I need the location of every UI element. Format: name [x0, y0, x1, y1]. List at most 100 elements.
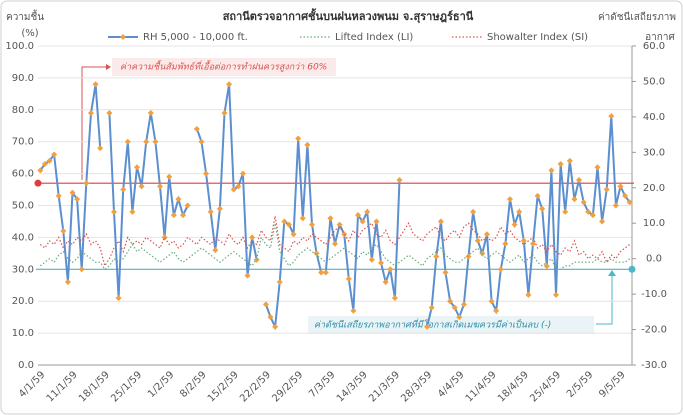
data-point [474, 237, 481, 244]
data-point [368, 256, 375, 263]
data-point [124, 138, 131, 145]
data-point [51, 151, 58, 158]
data-point [322, 269, 329, 276]
data-point [359, 218, 366, 225]
data-point [396, 176, 403, 183]
data-point [539, 205, 546, 212]
data-point [157, 183, 164, 190]
data-point [166, 173, 173, 180]
data-point [152, 138, 159, 145]
data-point [198, 138, 205, 145]
y2-tick-label: 60.0 [643, 41, 665, 52]
data-point [332, 240, 338, 247]
y-tick-label: 60.0 [12, 169, 34, 180]
data-point [272, 323, 279, 330]
data-point [465, 253, 472, 260]
data-point [603, 186, 610, 193]
data-point [78, 266, 85, 273]
data-point [226, 81, 233, 88]
series-line [108, 112, 189, 299]
y2-tick-label: -10.0 [641, 289, 667, 300]
data-point [520, 237, 527, 244]
data-point [97, 145, 104, 152]
data-point [193, 125, 200, 132]
data-point [355, 212, 362, 219]
data-point [161, 234, 168, 241]
data-point [382, 279, 389, 286]
data-point [221, 109, 228, 116]
y-tick-label: 20.0 [12, 296, 34, 307]
annotation: ค่าดัชนีเสถียรภาพอากาศที่มีโอกาสเกิดเมฆค… [314, 318, 551, 331]
y2-tick-label: 30.0 [643, 147, 665, 158]
data-point [612, 202, 619, 209]
y-axis-label: ความชื้น [6, 9, 44, 23]
y-axis-label: (%) [21, 28, 38, 39]
data-point [244, 272, 251, 279]
data-point [493, 307, 500, 314]
data-point [308, 221, 315, 228]
data-point [553, 291, 560, 298]
data-point [391, 295, 398, 302]
data-point [83, 180, 90, 187]
data-point [230, 186, 237, 193]
data-point [203, 170, 210, 177]
chart-title: สถานีตรวจอากาศชั้นบนฝนหลวงพนม จ.สุราษฎร์… [223, 8, 474, 24]
data-point [285, 221, 292, 228]
annotation-arrow [596, 272, 613, 325]
data-point [295, 135, 302, 142]
data-point [143, 138, 150, 145]
data-point [345, 275, 352, 282]
data-point [180, 212, 187, 219]
data-point [442, 269, 449, 276]
data-point [299, 215, 306, 222]
data-point [267, 314, 274, 321]
data-point [138, 183, 145, 190]
data-point [46, 157, 53, 164]
series-line [39, 223, 631, 271]
y-tick-label: 90.0 [12, 73, 34, 84]
legend-marker [120, 34, 126, 40]
series-line [195, 84, 258, 276]
data-point [373, 218, 380, 225]
data-point [516, 208, 523, 215]
data-point [341, 231, 348, 238]
y-tick-label: 70.0 [12, 137, 34, 148]
data-point [387, 266, 394, 273]
annotation: ค่าความชื้นสัมพัทธ์ที่เอื้อต่อการทำฝนควร… [120, 60, 327, 73]
data-point [451, 304, 458, 311]
data-point [239, 170, 246, 177]
data-point [120, 186, 127, 193]
data-point [543, 263, 550, 270]
data-point [622, 192, 629, 199]
y2-tick-label: 10.0 [643, 218, 665, 229]
data-point [235, 183, 242, 190]
y2-tick-label: -30.0 [641, 360, 667, 371]
data-point [626, 199, 633, 206]
data-point [424, 323, 431, 330]
data-point [599, 218, 606, 225]
reference-dot [34, 179, 42, 187]
data-point [64, 279, 71, 286]
data-point [74, 196, 81, 203]
y2-axis-label: อากาศ [645, 32, 675, 43]
data-point [129, 208, 136, 215]
legend-label: Lifted Index (LI) [335, 32, 413, 43]
data-point [534, 192, 541, 199]
data-point [327, 215, 334, 222]
y-tick-label: 100.0 [5, 41, 34, 52]
y-tick-label: 0.0 [18, 360, 34, 371]
data-point [617, 183, 624, 190]
data-point [511, 221, 518, 228]
annotation-box [112, 58, 336, 76]
data-point [37, 167, 44, 174]
data-point [608, 113, 615, 120]
data-point [502, 240, 509, 247]
y-tick-label: 50.0 [12, 201, 34, 212]
data-point [585, 208, 592, 215]
series-line [39, 215, 631, 268]
data-point [92, 81, 99, 88]
data-point [313, 250, 320, 257]
data-point [557, 161, 564, 168]
reference-dot [628, 265, 636, 273]
